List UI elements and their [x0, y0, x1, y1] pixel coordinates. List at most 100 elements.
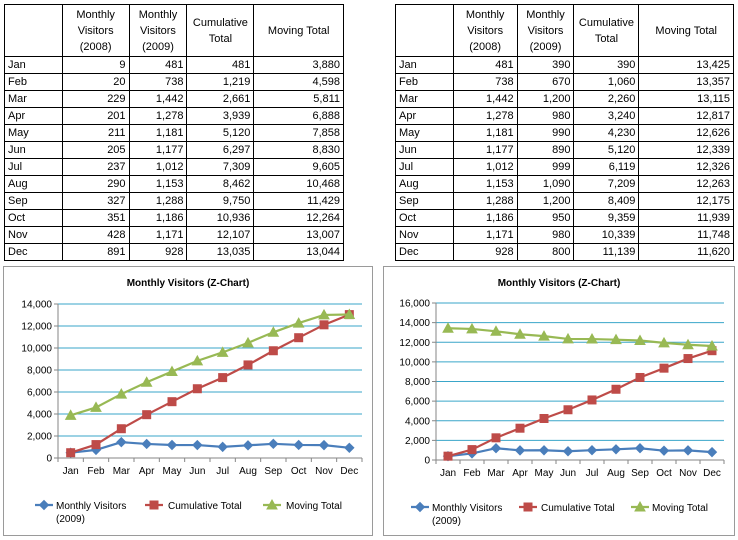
x-tick-label: Aug [239, 466, 257, 477]
value-cell: 5,120 [573, 141, 640, 159]
column-header: Monthly Visitors (2008) [452, 4, 518, 57]
data-point [586, 444, 598, 456]
column-header: Monthly Visitors (2009) [516, 4, 575, 57]
data-point [467, 445, 477, 455]
right-chart-svg: Monthly Visitors (Z-Chart) 0 2,000 4,000 6,0… [399, 278, 725, 527]
value-cell: 1,181 [128, 124, 188, 142]
y-tick-label: 2,000 [405, 436, 430, 447]
month-cell: Oct [395, 209, 454, 227]
x-tick-label: Feb [463, 468, 481, 479]
y-tick-label: 6,000 [27, 388, 52, 399]
table-row: Feb 20 738 1,219 4,598 [4, 73, 344, 91]
value-cell: 12,626 [638, 124, 734, 142]
value-cell: 950 [516, 209, 575, 227]
value-cell: 1,012 [452, 158, 518, 176]
data-point [166, 365, 178, 377]
value-cell: 2,260 [573, 90, 640, 108]
table-row: Oct 1,186 950 9,359 11,939 [395, 209, 734, 227]
x-tick-label: Jun [560, 468, 576, 479]
data-point [682, 338, 694, 350]
value-cell: 10,339 [573, 226, 640, 244]
legend-marker [634, 500, 646, 512]
legend-label: (2009) [432, 516, 461, 527]
value-cell: 481 [186, 56, 255, 74]
data-point [268, 346, 278, 356]
column-header: Cumulative Total [186, 4, 255, 57]
column-header: Monthly Visitors (2008) [61, 4, 130, 57]
table-row: May 211 1,181 5,120 7,858 [4, 124, 344, 142]
data-point [192, 384, 202, 394]
data-point [166, 439, 178, 451]
value-cell: 9,359 [573, 209, 640, 227]
value-cell: 10,936 [186, 209, 255, 227]
month-cell: Mar [395, 90, 454, 108]
data-point [242, 336, 254, 348]
x-tick-label: May [535, 468, 554, 479]
value-cell: 428 [61, 226, 130, 244]
month-cell: Mar [4, 90, 63, 108]
data-point [539, 413, 549, 423]
data-point [192, 439, 203, 451]
series-line [447, 447, 713, 458]
left-z-chart: Monthly Visitors (Z-Chart) 0 2,000 4,000 6,0… [3, 266, 373, 536]
y-tick-label: 14,000 [399, 318, 430, 329]
value-cell: 13,357 [638, 73, 734, 91]
table-row: Jun 205 1,177 6,297 8,830 [4, 141, 344, 159]
data-point [658, 445, 670, 456]
value-cell: 1,171 [452, 226, 518, 244]
value-cell: 1,442 [452, 90, 518, 108]
value-cell: 237 [61, 158, 130, 176]
value-cell: 890 [516, 141, 575, 159]
data-point [116, 424, 126, 434]
data-point [293, 439, 304, 451]
month-cell: Nov [4, 226, 63, 244]
value-cell: 11,939 [638, 209, 734, 227]
data-point [563, 405, 573, 415]
value-cell: 1,177 [128, 141, 188, 159]
value-cell: 327 [61, 192, 130, 210]
table-row: Aug 290 1,153 8,462 10,468 [4, 175, 344, 193]
series-line [70, 313, 350, 417]
legend-label: (2009) [56, 514, 85, 525]
y-tick-label: 12,000 [399, 338, 430, 349]
data-point [610, 333, 622, 345]
data-point [191, 354, 204, 366]
data-point [634, 443, 646, 454]
table-row: Apr 201 1,278 3,939 6,888 [4, 107, 344, 125]
legend-marker [149, 500, 159, 510]
value-cell: 1,186 [452, 209, 518, 227]
column-header: Monthly Visitors (2009) [128, 4, 188, 57]
value-cell: 7,309 [186, 158, 255, 176]
table-row: Jul 1,012 999 6,119 12,326 [395, 158, 734, 176]
value-cell: 12,263 [638, 175, 734, 193]
value-cell: 11,139 [573, 243, 640, 261]
value-cell: 20 [61, 73, 130, 91]
data-point [218, 373, 228, 383]
value-cell: 9 [61, 56, 130, 74]
value-cell: 6,119 [573, 158, 640, 176]
table-row: Jan 481 390 390 13,425 [395, 56, 734, 74]
table-row: Mar 1,442 1,200 2,260 13,115 [395, 90, 734, 108]
data-point [319, 320, 329, 330]
value-cell: 201 [61, 107, 130, 125]
month-cell: Sep [4, 192, 63, 210]
data-point [116, 436, 127, 448]
chart-title: Monthly Visitors (Z-Chart) [127, 278, 250, 289]
table-row: Oct 351 1,186 10,936 12,264 [4, 209, 344, 227]
month-cell: Jun [395, 141, 454, 159]
data-point [294, 333, 304, 343]
legend-label: Monthly Visitors [432, 503, 502, 514]
x-tick-label: Dec [340, 466, 358, 477]
value-cell: 7,858 [253, 124, 344, 142]
value-cell: 13,115 [638, 90, 734, 108]
table-row: Feb 738 670 1,060 13,357 [395, 73, 734, 91]
value-cell: 3,240 [573, 107, 640, 125]
data-point [267, 326, 280, 337]
x-tick-label: Feb [87, 466, 105, 477]
right-z-chart: Monthly Visitors (Z-Chart) 0 2,000 4,000 6,0… [383, 266, 735, 536]
value-cell: 928 [452, 243, 518, 261]
value-cell: 12,264 [253, 209, 344, 227]
legend-label: Moving Total [286, 501, 342, 512]
x-tick-label: Mar [487, 468, 505, 479]
series-line [70, 441, 350, 454]
